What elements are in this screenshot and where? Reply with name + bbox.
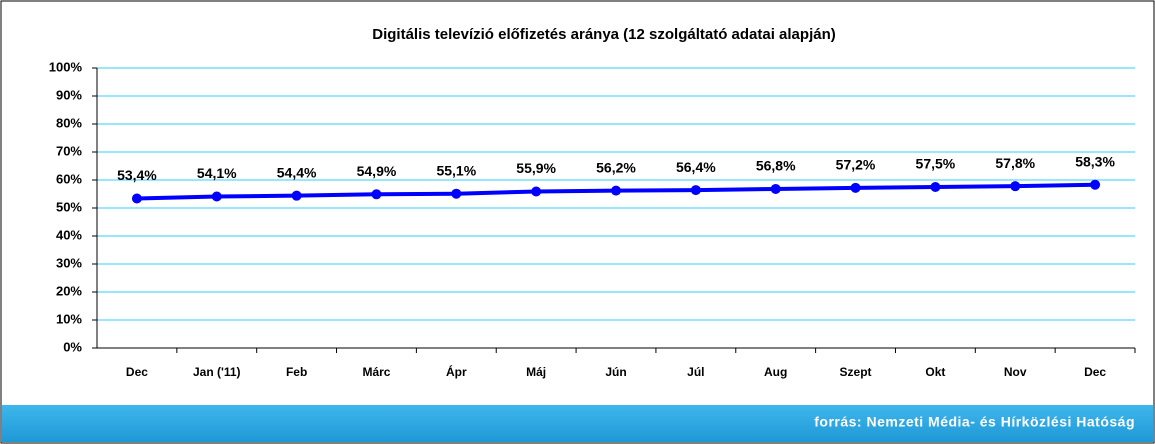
point: [291, 190, 302, 201]
y-tick-label: 50%: [56, 199, 82, 214]
point: [531, 186, 542, 197]
point: [611, 185, 621, 196]
point: [850, 182, 861, 193]
point: [451, 188, 462, 199]
data-label: 56,4%: [676, 159, 716, 175]
data-label: 57,5%: [916, 156, 956, 172]
data-label: 57,2%: [836, 157, 876, 173]
y-tick-label: 70%: [56, 143, 82, 158]
data-label: 55,9%: [516, 160, 556, 176]
y-tick-label: 80%: [56, 115, 82, 130]
y-tick-label: 30%: [56, 255, 82, 270]
chart-title: Digitális televízió előfizetés aránya (1…: [372, 26, 835, 43]
point: [690, 185, 701, 196]
x-tick-label: Aug: [764, 365, 787, 379]
point: [131, 193, 142, 204]
data-label: 54,1%: [197, 165, 237, 181]
source: forrás: Nemzeti Média- és Hírközlési Hat…: [814, 414, 1135, 430]
y-tick-label: 100%: [49, 59, 83, 74]
data-label: 53,4%: [117, 167, 157, 183]
x-tick-label: Máj: [526, 365, 546, 379]
x-tick-label: Nov: [1004, 365, 1027, 379]
data-label: 54,4%: [277, 164, 317, 180]
x-tick-label: Márc: [362, 365, 390, 379]
y-tick-label: 20%: [56, 283, 82, 298]
y-tick-label: 60%: [56, 171, 82, 186]
x-tick-label: Ápr: [446, 364, 467, 379]
y-tick-label: 90%: [56, 87, 82, 102]
point: [371, 189, 382, 200]
point: [1090, 179, 1101, 190]
point: [930, 182, 941, 192]
y-tick-label: 0%: [63, 339, 82, 354]
data-label: 54,9%: [357, 163, 397, 179]
x-tick-label: Feb: [286, 365, 307, 379]
y-tick-label: 40%: [56, 227, 82, 242]
y-tick-label: 10%: [56, 311, 82, 326]
data-label: 55,1%: [436, 162, 476, 178]
data-label: 58,3%: [1075, 153, 1115, 169]
x-tick-label: Okt: [925, 365, 945, 379]
point: [1010, 181, 1021, 192]
x-tick-label: Szept: [840, 365, 872, 379]
data-label: 56,2%: [596, 159, 636, 175]
data-label: 57,8%: [995, 155, 1035, 171]
x-tick-label: Dec: [126, 365, 148, 379]
x-tick-label: Dec: [1084, 365, 1106, 379]
x-tick-label: Jún: [605, 365, 626, 379]
x-tick-label: Jan ('11): [193, 365, 241, 379]
point: [770, 183, 781, 194]
point: [211, 191, 222, 202]
data-label: 56,8%: [756, 158, 796, 174]
x-tick-label: Júl: [687, 365, 704, 379]
footer-bar: [2, 405, 1153, 442]
